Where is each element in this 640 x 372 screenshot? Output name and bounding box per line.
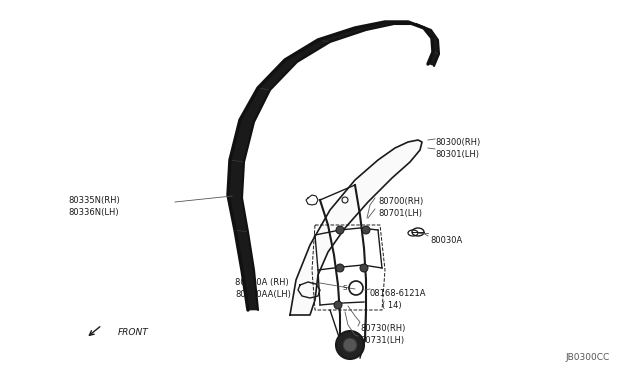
Circle shape — [334, 301, 342, 309]
Circle shape — [360, 264, 368, 272]
Text: 80730A (RH): 80730A (RH) — [235, 278, 289, 287]
Text: 80730(RH): 80730(RH) — [360, 324, 405, 333]
Text: 80336N(LH): 80336N(LH) — [68, 208, 118, 217]
Text: 80730AA(LH): 80730AA(LH) — [235, 290, 291, 299]
Text: S: S — [342, 285, 347, 291]
Circle shape — [336, 331, 364, 359]
Circle shape — [336, 226, 344, 234]
Polygon shape — [290, 140, 422, 315]
Text: 80731(LH): 80731(LH) — [360, 336, 404, 345]
Text: 08168-6121A: 08168-6121A — [370, 289, 426, 298]
Circle shape — [343, 338, 357, 352]
Text: 80301(LH): 80301(LH) — [435, 150, 479, 159]
Text: 80335N(RH): 80335N(RH) — [68, 196, 120, 205]
Text: JB0300CC: JB0300CC — [566, 353, 610, 362]
Text: ( 14): ( 14) — [382, 301, 402, 310]
Polygon shape — [228, 22, 439, 310]
Text: FRONT: FRONT — [118, 328, 148, 337]
Text: 80300(RH): 80300(RH) — [435, 138, 480, 147]
Text: 80030A: 80030A — [430, 236, 462, 245]
Circle shape — [362, 226, 370, 234]
Circle shape — [336, 264, 344, 272]
Text: 80700(RH): 80700(RH) — [378, 197, 423, 206]
Text: 80701(LH): 80701(LH) — [378, 209, 422, 218]
